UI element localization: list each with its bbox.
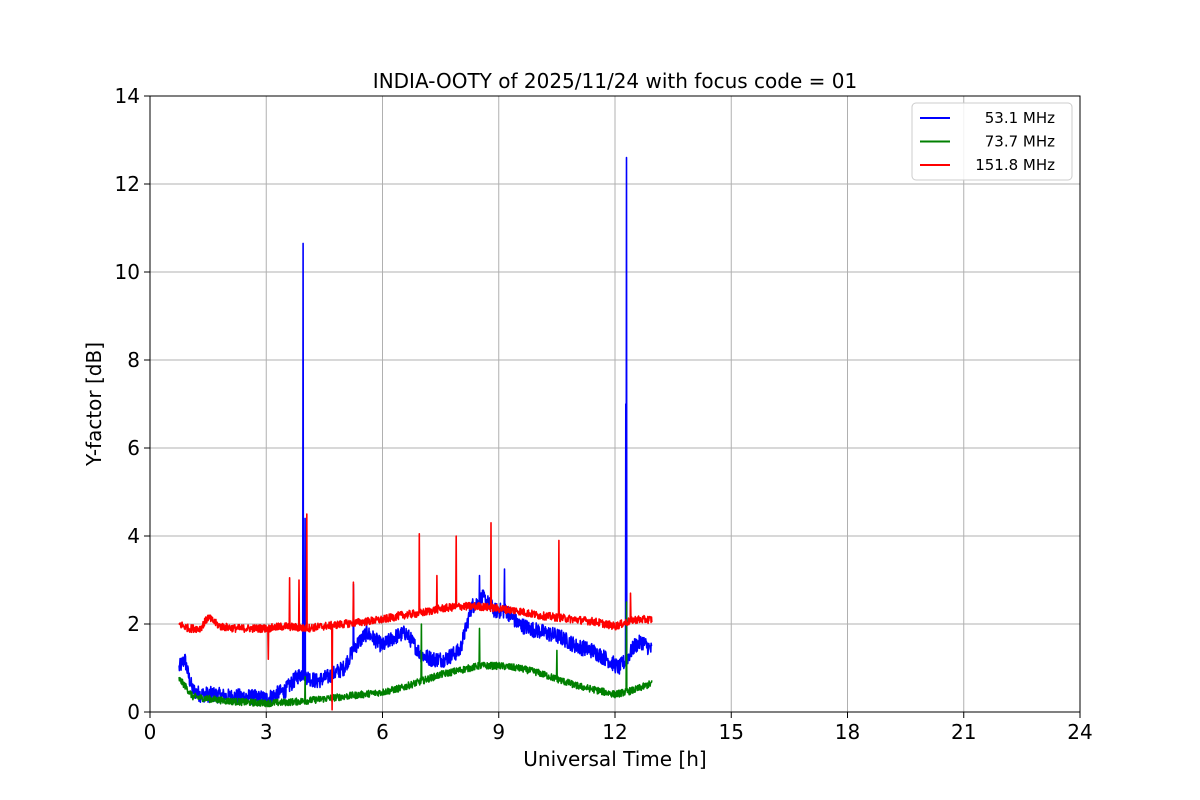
series-line-1 [178,601,653,708]
x-axis-label: Universal Time [h] [523,747,706,771]
y-tick-label: 8 [127,348,140,372]
y-tick-label: 2 [127,612,140,636]
x-tick-label: 24 [1067,720,1092,744]
legend-label: 73.7 MHz [985,133,1055,151]
x-tick-label: 6 [376,720,389,744]
y-tick-label: 12 [115,172,140,196]
x-tick-label: 0 [144,720,157,744]
x-tick-label: 12 [602,720,627,744]
x-tick-label: 3 [260,720,273,744]
legend: 53.1 MHz 73.7 MHz 151.8 MHz [911,102,1073,181]
y-tick-label: 0 [127,700,140,724]
y-tick-label: 14 [115,84,140,108]
y-tick-label: 4 [127,524,140,548]
series-line-0 [178,156,653,707]
series-line-2 [178,513,653,711]
x-tick-label: 18 [835,720,860,744]
y-axis-label: Y-factor [dB] [82,342,106,467]
legend-box [911,102,1073,181]
y-tick-label: 6 [127,436,140,460]
y-tick-label: 10 [115,260,140,284]
chart-title: INDIA-OOTY of 2025/11/24 with focus code… [373,69,857,93]
series-layer [178,156,653,711]
x-tick-label: 9 [492,720,505,744]
legend-label: 53.1 MHz [985,109,1055,127]
x-tick-label: 15 [719,720,744,744]
legend-label: 151.8 MHz [975,156,1055,174]
x-tick-label: 21 [951,720,976,744]
